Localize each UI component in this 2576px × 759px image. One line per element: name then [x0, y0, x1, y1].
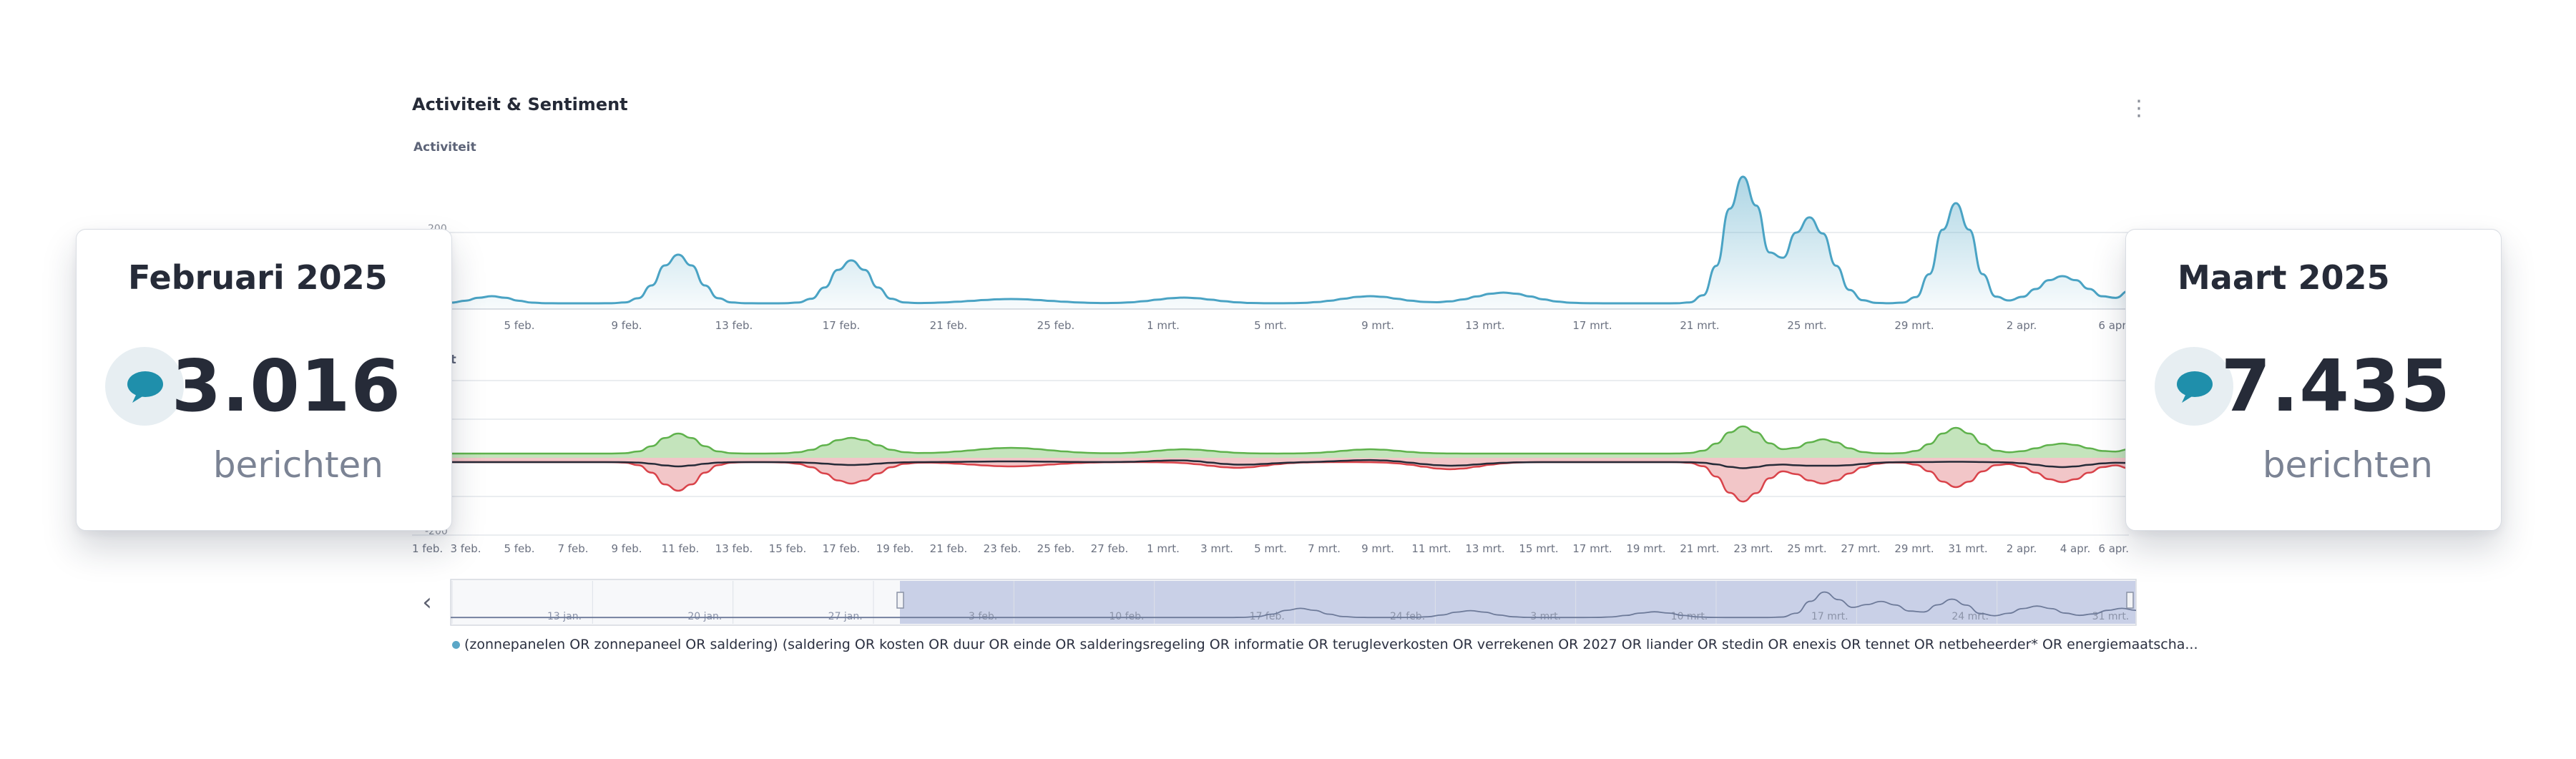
- x-tick-label: 21 mrt.: [1680, 542, 1719, 555]
- navigator-handle-left: [896, 592, 904, 609]
- month-card-february: Februari 2025 3.016 berichten: [76, 229, 452, 531]
- x-tick-label: 13 mrt.: [1465, 319, 1504, 332]
- panel-title: Activiteit & Sentiment: [412, 94, 628, 114]
- x-tick-label: 25 mrt.: [1787, 319, 1826, 332]
- sentiment-chart: -200 1 feb. 3 feb. 5 feb. 7 feb. 9 feb. 11 fe…: [412, 380, 2130, 555]
- card-value: 3.016: [171, 344, 401, 428]
- legend-item[interactable]: (zonnepanelen OR zonnepaneel OR salderin…: [452, 637, 2198, 652]
- x-tick-label: 31 mrt.: [1948, 542, 1987, 555]
- positive-area: [412, 426, 2129, 458]
- x-tick-label: 13 mrt.: [1465, 542, 1504, 555]
- x-tick-label: 1 feb.: [412, 542, 443, 555]
- navigator-handle-right: [2126, 592, 2134, 609]
- navigator-tick-label: 3 feb.: [969, 611, 997, 622]
- navigator-tick-label: 24 mrt.: [1951, 611, 1989, 622]
- activity-series-line: [411, 175, 2130, 305]
- x-tick-label: 15 feb.: [769, 542, 807, 555]
- x-tick-label: 17 feb.: [823, 542, 861, 555]
- navigator[interactable]: 13 jan. 20 jan. 27 jan. 3 feb. 10 feb. 17 feb…: [450, 579, 2137, 626]
- x-tick-label: 17 mrt.: [1572, 542, 1612, 555]
- navigator-tick-label: 10 feb.: [1109, 611, 1144, 622]
- x-tick-label: 9 feb.: [611, 319, 642, 332]
- activity-chart: 200 feb.5 feb.9 feb.13 feb.17 feb.21 feb…: [411, 175, 2130, 332]
- navigator-tick-label: 20 jan.: [687, 611, 722, 622]
- x-tick-label: 5 mrt.: [1254, 319, 1287, 332]
- x-tick-label: 5 feb.: [504, 319, 534, 332]
- x-tick-label: 17 feb.: [823, 319, 861, 332]
- x-tick-label: 11 mrt.: [1411, 542, 1451, 555]
- x-tick-label: 29 mrt.: [1894, 319, 1934, 332]
- x-tick-label: 25 mrt.: [1787, 542, 1826, 555]
- activity-area: [412, 177, 2129, 309]
- negative-series-line: [412, 461, 2130, 503]
- month-card-march: Maart 2025 7.435 berichten: [2125, 229, 2502, 531]
- activity-label: Activiteit: [413, 140, 476, 155]
- positive-series-line: [412, 425, 2130, 455]
- x-tick-label: 23 feb.: [984, 542, 1022, 555]
- x-tick-label: 23 mrt.: [1733, 542, 1773, 555]
- chat-bubble-icon: [2155, 347, 2233, 426]
- navigator-tick-label: 3 mrt.: [1530, 611, 1561, 622]
- x-tick-label: 2 apr.: [2007, 319, 2037, 332]
- x-tick-label: 5 feb.: [504, 542, 534, 555]
- card-month: Maart 2025: [2178, 258, 2390, 297]
- more-vertical-icon[interactable]: ⋮: [2128, 96, 2150, 121]
- x-tick-label: 19 mrt.: [1626, 542, 1665, 555]
- x-tick-label: 21 feb.: [930, 542, 968, 555]
- navigator-tick-label: 24 feb.: [1390, 611, 1425, 622]
- navigator-tick-label: 27 jan.: [828, 611, 863, 622]
- x-tick-label: 27 feb.: [1091, 542, 1129, 555]
- x-tick-label: 4 apr.: [2060, 542, 2091, 555]
- x-tick-label: 13 feb.: [715, 542, 753, 555]
- x-tick-label: 6 apr.: [2098, 542, 2129, 555]
- x-tick-label: 5 mrt.: [1254, 542, 1287, 555]
- x-tick-label: 2 apr.: [2007, 542, 2037, 555]
- x-tick-label: 25 feb.: [1037, 542, 1075, 555]
- navigator-tick-label: 31 mrt.: [2092, 611, 2130, 622]
- negative-area: [412, 458, 2129, 502]
- panel-header: Activiteit & Sentiment: [412, 94, 628, 114]
- card-value: 7.435: [2220, 344, 2451, 428]
- x-tick-label: 29 mrt.: [1894, 542, 1934, 555]
- x-tick-label: 1 mrt.: [1147, 319, 1180, 332]
- x-tick-label: 7 mrt.: [1308, 542, 1341, 555]
- legend-text: (zonnepanelen OR zonnepaneel OR salderin…: [464, 637, 2198, 652]
- card-unit: berichten: [2262, 444, 2433, 486]
- navigator-tick-label: 13 jan.: [547, 611, 582, 622]
- x-tick-label: 6 apr.: [2098, 319, 2129, 332]
- x-tick-label: 7 feb.: [557, 542, 588, 555]
- navigator-series-line: [450, 591, 2137, 619]
- x-tick-label: 3 feb.: [450, 542, 481, 555]
- navigator-tick-label: 17 mrt.: [1811, 611, 1848, 622]
- x-tick-label: 21 mrt.: [1680, 319, 1719, 332]
- x-tick-label: 21 feb.: [930, 319, 968, 332]
- net-series-line: [412, 459, 2130, 469]
- x-tick-label: 27 mrt.: [1841, 542, 1880, 555]
- x-tick-label: 19 feb.: [876, 542, 914, 555]
- x-tick-label: 1 mrt.: [1147, 542, 1180, 555]
- card-month: Februari 2025: [128, 258, 388, 297]
- x-tick-label: 25 feb.: [1037, 319, 1075, 332]
- card-unit: berichten: [212, 444, 383, 486]
- x-tick-label: 9 mrt.: [1361, 319, 1394, 332]
- legend-dot: [452, 640, 460, 649]
- chevron-left-icon[interactable]: ‹: [422, 588, 432, 617]
- x-tick-label: 9 mrt.: [1361, 542, 1394, 555]
- chat-bubble-icon: [105, 347, 184, 426]
- x-tick-label: 9 feb.: [611, 542, 642, 555]
- x-tick-label: 15 mrt.: [1519, 542, 1558, 555]
- x-tick-label: 13 feb.: [715, 319, 753, 332]
- x-tick-label: 11 feb.: [662, 542, 700, 555]
- x-tick-label: 3 mrt.: [1200, 542, 1233, 555]
- x-tick-label: 17 mrt.: [1572, 319, 1612, 332]
